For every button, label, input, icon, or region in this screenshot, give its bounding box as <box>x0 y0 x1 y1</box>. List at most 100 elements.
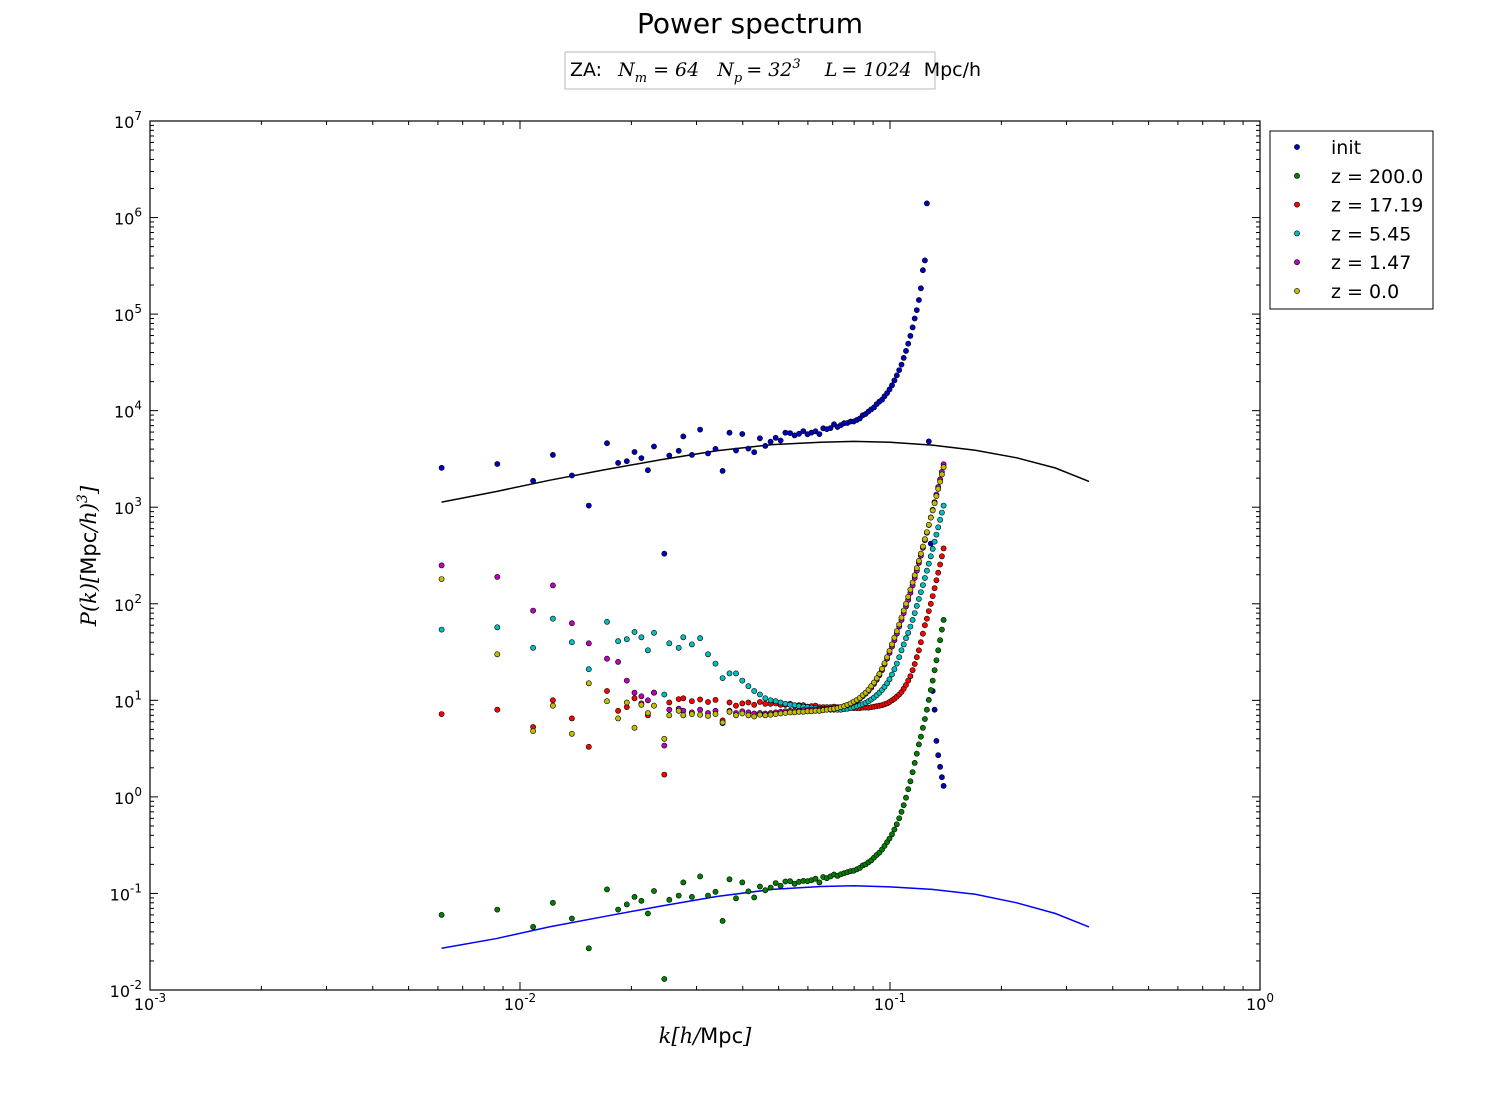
data-point <box>889 641 895 648</box>
data-point <box>615 707 621 714</box>
x-tick-label: 100 <box>1246 991 1274 1014</box>
legend-marker <box>1294 201 1300 208</box>
data-point <box>751 449 758 456</box>
data-point <box>623 699 630 706</box>
annotation-np-subscript: p <box>734 71 743 86</box>
data-point <box>931 706 938 713</box>
data-point <box>911 572 918 579</box>
data-point <box>782 710 789 716</box>
annotation-np-exponent: 3 <box>792 57 800 72</box>
data-point <box>925 560 932 567</box>
data-point <box>924 615 930 622</box>
data-point <box>800 428 807 434</box>
data-point <box>438 711 445 717</box>
data-point <box>569 915 575 922</box>
data-point <box>745 683 752 690</box>
data-point <box>873 675 880 682</box>
data-point <box>920 267 926 274</box>
data-point <box>922 257 928 264</box>
data-point <box>916 741 922 748</box>
data-point <box>940 783 947 789</box>
data-point <box>438 562 445 569</box>
data-point <box>569 620 575 627</box>
data-point <box>745 712 752 719</box>
data-point <box>896 654 903 661</box>
data-point <box>733 702 739 709</box>
data-point <box>645 910 651 917</box>
data-point <box>911 760 918 766</box>
data-point <box>666 640 673 647</box>
data-point <box>550 899 556 906</box>
data-point <box>585 945 592 952</box>
data-point <box>751 701 758 708</box>
annotation-np-symbol: N <box>716 59 735 81</box>
data-point <box>661 742 668 749</box>
data-point <box>675 892 682 899</box>
data-point <box>666 712 673 719</box>
plot-frame <box>149 120 1261 991</box>
data-point <box>920 543 926 550</box>
data-point <box>939 626 945 633</box>
y-label-open: [ <box>77 574 101 583</box>
data-point <box>879 665 885 672</box>
data-point <box>931 538 938 545</box>
data-point <box>931 667 938 674</box>
data-point <box>913 565 920 571</box>
data-point <box>666 452 673 459</box>
data-point <box>623 901 630 908</box>
data-point <box>604 698 610 705</box>
data-point <box>900 607 907 614</box>
data-point <box>697 635 703 642</box>
data-point <box>939 509 945 516</box>
data-point <box>615 638 621 645</box>
data-point <box>777 882 784 889</box>
data-point <box>931 500 938 507</box>
data-point <box>929 507 936 514</box>
data-point <box>782 429 789 436</box>
data-point <box>907 623 914 630</box>
data-point <box>933 531 940 538</box>
data-point <box>935 485 942 492</box>
data-point <box>569 472 575 479</box>
data-point <box>937 516 943 523</box>
data-point <box>909 769 916 776</box>
data-point <box>909 667 916 674</box>
data-point <box>739 431 746 437</box>
data-point <box>680 712 687 719</box>
data-point <box>893 372 900 379</box>
data-point <box>933 738 940 744</box>
data-point <box>719 918 726 924</box>
data-point <box>927 600 934 607</box>
data-point <box>751 713 758 720</box>
y-label-end: ] <box>77 485 101 495</box>
data-point <box>920 724 926 731</box>
data-point <box>933 657 940 664</box>
data-point <box>494 706 501 713</box>
data-point <box>891 634 898 641</box>
data-point <box>569 730 575 737</box>
y-label-power: 3 <box>75 494 91 503</box>
data-point <box>913 603 920 609</box>
data-point <box>909 324 916 331</box>
data-point <box>911 661 918 667</box>
data-point <box>922 622 928 629</box>
data-point <box>762 887 769 894</box>
data-point <box>651 888 657 894</box>
data-point <box>726 699 733 706</box>
data-point <box>900 354 907 361</box>
data-point <box>757 711 763 718</box>
annotation-nm-subscript: m <box>635 71 647 86</box>
data-point <box>638 455 645 461</box>
data-point <box>733 895 739 902</box>
data-point <box>903 635 909 642</box>
data-point <box>494 461 501 467</box>
data-point <box>726 708 733 715</box>
data-point <box>907 586 914 593</box>
data-point <box>712 697 719 703</box>
data-point <box>661 691 668 698</box>
data-point <box>719 675 726 681</box>
data-point <box>940 464 947 471</box>
data-point <box>903 600 909 607</box>
data-point <box>881 660 888 667</box>
data-point <box>689 641 695 648</box>
